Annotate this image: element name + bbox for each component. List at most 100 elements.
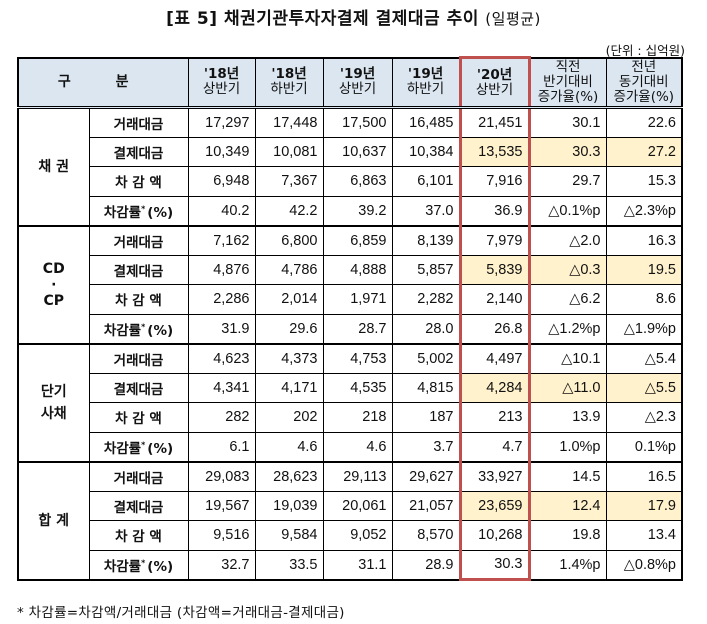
cell-value: 26.8: [458, 313, 531, 344]
cell-value: 9,584: [254, 520, 324, 551]
cell-value: 6,863: [322, 166, 393, 197]
cell-value: 27.2: [605, 136, 683, 167]
cell-value: 1.4%p: [528, 549, 607, 580]
row-label-diff: 차 감 액: [88, 284, 189, 315]
header-col-19h1: '19년 상반기: [322, 57, 393, 109]
cell-value: 13,535: [458, 136, 531, 167]
table-row: CD · CP 거래대금 7,162 6,800 6,859 8,139 7,979 △2.0 16…: [17, 224, 683, 344]
table-row: 차감률* (%) 40.2 42.2 39.2 37.0 36.9 △0.1%p △2.3%p: [18, 195, 683, 226]
table-body: 채 권 거래대금 17,297 17,448 17,500 16,485 21,451 30.…: [17, 107, 683, 581]
cell-value: △11.0: [528, 372, 607, 403]
row-label-settle: 결제대금: [88, 372, 189, 403]
group-label-line: 사채: [40, 405, 67, 422]
cell-value: 1,971: [322, 284, 393, 315]
cell-value: 29.7: [528, 166, 607, 197]
header-row: 구 분 '18년 상반기 '18년 하반기 '19년 상반기 '19년 하반기 '20년…: [17, 56, 683, 109]
cell-value: 29,627: [391, 460, 461, 492]
cell-value: △10.1: [528, 342, 607, 374]
cell-value: 19,567: [187, 490, 256, 521]
row-label-rate: 차감률* (%): [88, 195, 189, 226]
cell-value: 22.6: [605, 107, 683, 138]
settlement-table-wrapper: 구 분 '18년 상반기 '18년 하반기 '19년 상반기 '19년 하반기 '20년…: [17, 56, 683, 581]
table-row: 차감률* (%) 6.1 4.6 4.6 3.7 4.7 1.0%p 0.1%p: [18, 431, 683, 462]
cell-value: 2,140: [458, 284, 531, 315]
cell-value: 17,448: [254, 107, 324, 138]
cell-value: 10,081: [254, 136, 324, 167]
cell-value: △1.2%p: [528, 313, 607, 344]
header-col-19h2: '19년 하반기: [391, 57, 461, 109]
cell-value: 282: [187, 402, 256, 433]
cell-value: △0.8%p: [605, 549, 683, 580]
cell-value: 4,753: [322, 342, 393, 374]
table-row: 결제대금 4,341 4,171 4,535 4,815 4,284 △11.0 △5.5: [18, 372, 683, 403]
cell-value: 187: [391, 402, 461, 433]
cell-value: 4,623: [187, 342, 256, 374]
cell-value: 29.6: [254, 313, 324, 344]
cell-value: 218: [322, 402, 393, 433]
cell-value: 31.9: [187, 313, 256, 344]
cell-value: 8,139: [391, 224, 461, 256]
cell-value: 19.8: [528, 520, 607, 551]
row-label-rate: 차감률* (%): [88, 431, 189, 462]
cell-value: 19,039: [254, 490, 324, 521]
cell-value: 1.0%p: [528, 431, 607, 462]
table-row: 단기 사채 거래대금 4,623 4,373 4,753 5,002 4,497 △10.1 △5…: [17, 342, 683, 462]
cell-value: △0.1%p: [528, 195, 607, 226]
cell-value: 4,535: [322, 372, 393, 403]
cell-value: 6,948: [187, 166, 256, 197]
cell-value: △2.3%p: [605, 195, 683, 226]
cell-value: △6.2: [528, 284, 607, 315]
cell-value: 4,876: [187, 254, 256, 285]
cell-value: 4,341: [187, 372, 256, 403]
cell-value: 30.1: [528, 107, 607, 138]
cell-value: 2,014: [254, 284, 324, 315]
table-title: [표 5] 채권기관투자자결제 결제대금 추이 (일평균): [0, 4, 707, 29]
cell-value: 10,349: [187, 136, 256, 167]
cell-value: 4,373: [254, 342, 324, 374]
cell-value: 10,384: [391, 136, 461, 167]
row-label-settle: 결제대금: [88, 254, 189, 285]
cell-value: 30.3: [458, 549, 531, 581]
cell-value: 16.5: [605, 460, 683, 492]
cell-value: 7,162: [187, 224, 256, 256]
cell-value: 213: [458, 402, 531, 433]
cell-value: 9,516: [187, 520, 256, 551]
cell-value: 16.3: [605, 224, 683, 256]
cell-value: 5,002: [391, 342, 461, 374]
cell-value: 28.0: [391, 313, 461, 344]
header-col-hoh-growth: 직전 반기대비 증가율(%): [528, 57, 607, 109]
cell-value: 4.6: [322, 431, 393, 462]
row-label-settle: 결제대금: [88, 490, 189, 521]
cell-value: 17.9: [605, 490, 683, 521]
cell-value: △1.9%p: [605, 313, 683, 344]
row-label-rate: 차감률* (%): [88, 549, 189, 580]
cell-value: 36.9: [458, 195, 531, 226]
cell-value: 2,286: [187, 284, 256, 315]
cell-value: 29,113: [322, 460, 393, 492]
header-col-18h1: '18년 상반기: [187, 57, 256, 109]
cell-value: 21,451: [458, 107, 531, 138]
cell-value: 23,659: [458, 490, 531, 521]
row-label-trade: 거래대금: [88, 107, 189, 138]
cell-value: 33.5: [254, 549, 324, 580]
group-label-line: 단기: [40, 383, 67, 400]
row-label-diff: 차 감 액: [88, 402, 189, 433]
header-col-yoy-growth: 전년 동기대비 증가율(%): [605, 57, 683, 109]
cell-value: 2,282: [391, 284, 461, 315]
group-label-cd-cp: CD · CP: [17, 224, 90, 344]
table-row: 차 감 액 282 202 218 187 213 13.9 △2.3: [18, 402, 683, 433]
cell-value: 29,083: [187, 460, 256, 492]
cell-value: 17,297: [187, 107, 256, 138]
row-label-rate: 차감률* (%): [88, 313, 189, 344]
cell-value: 6,859: [322, 224, 393, 256]
cell-value: 202: [254, 402, 324, 433]
cell-value: 31.1: [322, 549, 393, 580]
footnote: * 차감률=차감액/거래대금 (차감액=거래대금-결제대금): [17, 605, 345, 621]
cell-value: 42.2: [254, 195, 324, 226]
cell-value: 5,839: [458, 254, 531, 285]
cell-value: 4,284: [458, 372, 531, 403]
cell-value: 32.7: [187, 549, 256, 580]
cell-value: 7,367: [254, 166, 324, 197]
cell-value: 4,497: [458, 342, 531, 374]
